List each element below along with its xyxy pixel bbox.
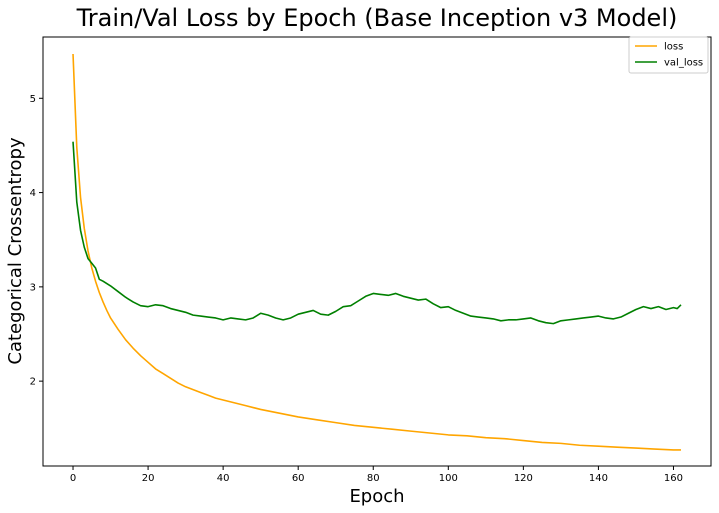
x-tick-label: 120 bbox=[514, 473, 533, 484]
legend-label-val-loss: val_loss bbox=[664, 58, 703, 69]
x-tick-label: 60 bbox=[292, 473, 305, 484]
x-axis-ticks: 0 20 40 60 80 100 120 140 160 bbox=[70, 466, 683, 484]
legend: loss val_loss bbox=[628, 36, 709, 74]
y-tick-label: 4 bbox=[30, 188, 36, 199]
x-tick-label: 0 bbox=[70, 473, 76, 484]
plot-area bbox=[43, 37, 711, 466]
chart-title: Train/Val Loss by Epoch (Base Inception … bbox=[76, 4, 678, 32]
y-tick-label: 3 bbox=[30, 282, 36, 293]
series-line-loss bbox=[72, 53, 681, 451]
series-lines bbox=[72, 53, 682, 451]
legend-label-loss: loss bbox=[664, 42, 683, 53]
x-axis-label: Epoch bbox=[349, 486, 404, 507]
x-tick-label: 20 bbox=[142, 473, 155, 484]
x-tick-label: 80 bbox=[367, 473, 380, 484]
series-line-val-loss bbox=[72, 141, 682, 325]
y-tick-label: 2 bbox=[30, 377, 36, 388]
y-axis-ticks: 2 3 4 5 bbox=[30, 94, 43, 388]
x-tick-label: 140 bbox=[589, 473, 608, 484]
y-tick-label: 5 bbox=[30, 94, 36, 105]
x-tick-label: 160 bbox=[664, 473, 683, 484]
plot-frame bbox=[42, 36, 712, 467]
x-tick-label: 100 bbox=[439, 473, 458, 484]
y-axis-label: Categorical Crossentropy bbox=[5, 137, 26, 365]
x-tick-label: 40 bbox=[217, 473, 230, 484]
